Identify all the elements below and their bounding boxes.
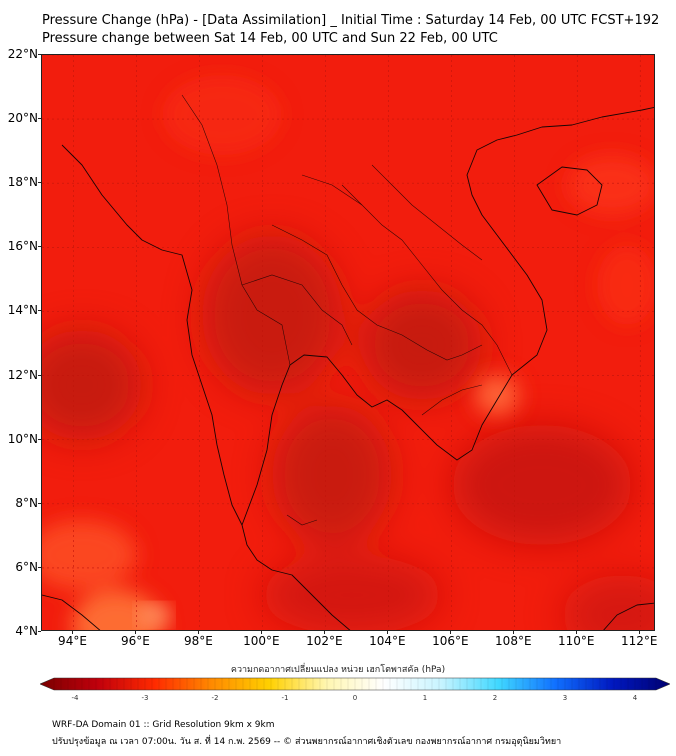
lat-label: 18°N bbox=[7, 175, 38, 190]
coastlines bbox=[42, 106, 654, 630]
colorbar-tick-label: -3 bbox=[141, 694, 149, 702]
lon-label: 100°E bbox=[243, 634, 280, 648]
colorbar-label: ความกดอากาศเปลี่ยนแปลง หน่วย เฮกโตพาสคัล… bbox=[230, 665, 446, 675]
colorbar-tick-label: 3 bbox=[562, 694, 568, 702]
lat-label: 10°N bbox=[7, 431, 38, 446]
lat-label: 16°N bbox=[7, 239, 38, 254]
pressure-high-regions bbox=[42, 75, 654, 630]
colorbar-tick-label: 1 bbox=[422, 694, 428, 702]
lat-label: 20°N bbox=[7, 111, 38, 126]
lon-tick bbox=[513, 631, 515, 634]
lon-tick bbox=[387, 631, 389, 634]
lon-tick bbox=[198, 631, 200, 634]
lat-label: 4°N bbox=[15, 624, 38, 638]
lon-label: 102°E bbox=[306, 634, 343, 648]
lon-tick bbox=[576, 631, 578, 634]
lat-tick bbox=[38, 182, 41, 184]
lon-label: 112°E bbox=[621, 634, 658, 648]
colorbar bbox=[40, 677, 670, 691]
lon-label: 94°E bbox=[58, 634, 87, 648]
lat-tick bbox=[38, 438, 41, 440]
lon-label: 110°E bbox=[558, 634, 595, 648]
map-graticule bbox=[42, 55, 654, 630]
footer-model-info: WRF-DA Domain 01 :: Grid Resolution 9km … bbox=[52, 720, 275, 730]
lat-tick bbox=[38, 246, 41, 248]
lon-tick bbox=[72, 631, 74, 634]
colorbar-tick-label: -2 bbox=[211, 694, 219, 702]
chart-title: Pressure Change (hPa) - [Data Assimilati… bbox=[42, 13, 660, 28]
colorbar-tick-label: -4 bbox=[71, 694, 79, 702]
lat-label: 22°N bbox=[7, 47, 38, 61]
colorbar-tick-label: 2 bbox=[492, 694, 498, 702]
lon-tick bbox=[324, 631, 326, 634]
colorbar-tick-label: 0 bbox=[352, 694, 358, 702]
lon-label: 108°E bbox=[495, 634, 532, 648]
pressure-low-regions bbox=[42, 235, 654, 630]
lat-tick bbox=[38, 54, 41, 55]
lon-tick bbox=[450, 631, 452, 634]
lat-tick bbox=[38, 502, 41, 504]
colorbar-tick-label: -1 bbox=[281, 694, 289, 702]
lon-label: 104°E bbox=[369, 634, 406, 648]
lat-tick bbox=[38, 374, 41, 376]
colorbar-gradient bbox=[40, 677, 670, 691]
lon-tick bbox=[135, 631, 137, 634]
lat-label: 6°N bbox=[15, 559, 38, 574]
lat-label: 14°N bbox=[7, 303, 38, 318]
lat-tick bbox=[38, 310, 41, 312]
lat-tick bbox=[38, 631, 41, 632]
lon-tick bbox=[639, 631, 641, 634]
lon-label: 106°E bbox=[432, 634, 469, 648]
footer-update-info: ปรับปรุงข้อมูล ณ เวลา 07:00น. วัน ส. ที่… bbox=[52, 737, 562, 747]
colorbar-tick-label: 4 bbox=[632, 694, 638, 702]
pressure-high-core bbox=[136, 603, 172, 627]
lon-label: 98°E bbox=[183, 634, 213, 648]
chart-subtitle: Pressure change between Sat 14 Feb, 00 U… bbox=[42, 31, 498, 46]
lon-label: 96°E bbox=[121, 634, 150, 648]
lat-label: 8°N bbox=[15, 495, 38, 510]
lat-tick bbox=[38, 566, 41, 568]
country-borders bbox=[181, 94, 513, 526]
lat-label: 12°N bbox=[7, 367, 38, 382]
lat-tick bbox=[38, 118, 41, 120]
lon-tick bbox=[261, 631, 263, 634]
pressure-change-map bbox=[41, 54, 655, 631]
